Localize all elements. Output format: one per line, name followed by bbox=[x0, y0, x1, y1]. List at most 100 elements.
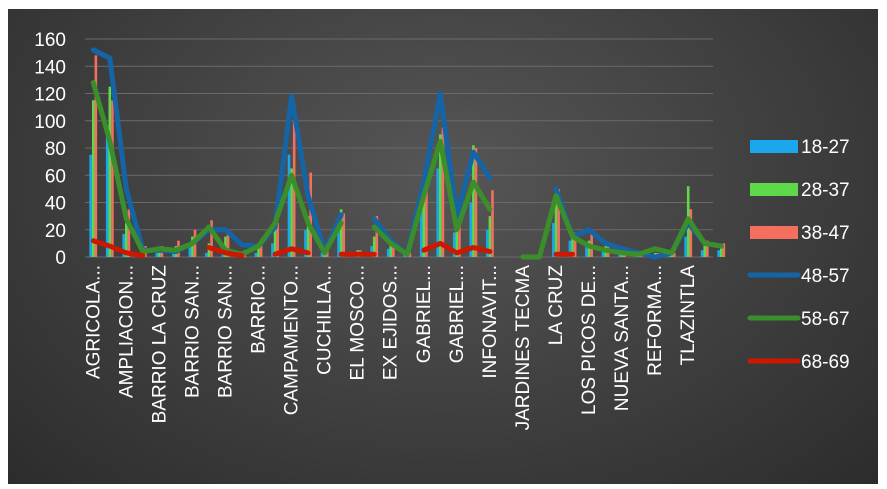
bar-18-27 bbox=[552, 222, 555, 257]
x-tick-label: LOS PICOS DE... bbox=[579, 265, 600, 415]
bar-38-47 bbox=[111, 100, 114, 257]
bar-38-47 bbox=[474, 148, 478, 257]
bar-18-27 bbox=[271, 243, 274, 257]
x-tick-label: TLAZINTLA bbox=[678, 265, 699, 366]
bar-18-27 bbox=[122, 233, 126, 257]
bar-38-47 bbox=[573, 232, 577, 257]
x-tick-label: GABRIEL... bbox=[447, 265, 468, 363]
bar-18-27 bbox=[568, 240, 572, 257]
bar-38-47 bbox=[557, 188, 560, 257]
gridlines bbox=[85, 38, 713, 258]
bar-18-27 bbox=[585, 243, 588, 257]
bar-38-47 bbox=[425, 182, 428, 257]
bar-18-27 bbox=[700, 250, 704, 257]
line-48-57 bbox=[90, 47, 344, 255]
bar-28-37 bbox=[273, 229, 277, 257]
bar-18-27 bbox=[337, 222, 340, 257]
bar-38-47 bbox=[127, 209, 131, 257]
bar-28-37 bbox=[158, 250, 161, 257]
y-tick-label: 80 bbox=[45, 139, 66, 160]
x-tick-label: REFORMA... bbox=[645, 265, 666, 376]
line-68-69 bbox=[206, 245, 245, 259]
bar-38-47 bbox=[458, 216, 461, 257]
y-tick-label: 120 bbox=[34, 85, 66, 106]
x-tick-label: BARRIO SAN... bbox=[182, 265, 203, 398]
bar-28-37 bbox=[207, 243, 211, 257]
bar-28-37 bbox=[108, 86, 112, 257]
bar-38-47 bbox=[441, 127, 445, 257]
legend-label: 18-27 bbox=[801, 137, 850, 158]
x-tick-label: NUEVA SANTA... bbox=[612, 265, 633, 411]
line-58-67 bbox=[520, 193, 724, 260]
x-tick-label: AGRICOLA... bbox=[83, 265, 104, 379]
bar-18-27 bbox=[171, 252, 175, 257]
bar-18-27 bbox=[89, 154, 92, 257]
legend-label: 28-37 bbox=[801, 180, 850, 201]
bar-18-27 bbox=[287, 154, 291, 257]
bar-28-37 bbox=[587, 240, 591, 257]
legend-swatch-18-27 bbox=[750, 140, 798, 153]
line-68-69 bbox=[272, 246, 311, 257]
line-68-69 bbox=[421, 240, 493, 256]
bar-18-27 bbox=[370, 246, 373, 257]
legend: 18-27 28-37 38-47 48-57 58-67 68-69 bbox=[747, 137, 850, 373]
bar-38-47 bbox=[309, 172, 313, 257]
bar-28-37 bbox=[125, 222, 128, 257]
y-tick-label: 100 bbox=[34, 112, 66, 133]
y-tick-label: 40 bbox=[45, 194, 66, 215]
bar-28-37 bbox=[339, 209, 343, 257]
x-tick-label: CAMPAMENTO... bbox=[282, 265, 303, 415]
bar-38-47 bbox=[375, 216, 379, 257]
y-tick-label: 140 bbox=[34, 57, 66, 78]
line-58-67 bbox=[371, 138, 493, 257]
bar-18-27 bbox=[403, 254, 406, 257]
bar-18-27 bbox=[105, 137, 109, 257]
bar-18-27 bbox=[485, 229, 489, 257]
y-axis-labels: 0 20 40 60 80 100 120 140 160 bbox=[34, 30, 66, 269]
bar-18-27 bbox=[419, 209, 423, 257]
bar-18-27 bbox=[469, 202, 473, 257]
bar-18-27 bbox=[684, 236, 687, 257]
lines bbox=[90, 47, 724, 260]
bar-18-27 bbox=[205, 252, 208, 257]
bar-18-27 bbox=[717, 250, 720, 257]
chart-svg: 0 20 40 60 80 100 120 140 160 AGRICOLA... AMPLIAC… bbox=[34, 30, 850, 430]
x-tick-label: EL MOSCO... bbox=[348, 265, 369, 380]
bar-28-37 bbox=[257, 246, 260, 257]
bar-38-47 bbox=[689, 209, 693, 257]
bars bbox=[89, 55, 726, 257]
y-tick-label: 60 bbox=[45, 166, 66, 187]
y-tick-label: 0 bbox=[55, 248, 66, 269]
bar-38-47 bbox=[210, 220, 213, 257]
x-tick-label: BARRIO LA CRUZ bbox=[149, 265, 170, 424]
bar-18-27 bbox=[155, 252, 159, 257]
bar-38-47 bbox=[491, 190, 494, 257]
bar-28-37 bbox=[488, 216, 492, 257]
y-tick-label: 160 bbox=[34, 30, 66, 51]
bar-38-47 bbox=[325, 250, 329, 257]
bar-18-27 bbox=[386, 248, 390, 257]
bar-38-47 bbox=[722, 243, 726, 257]
bar-28-37 bbox=[290, 168, 293, 257]
bar-38-47 bbox=[706, 240, 709, 257]
y-tick-label: 20 bbox=[45, 221, 66, 242]
x-tick-label: EX EJIDOS... bbox=[381, 265, 402, 380]
chart-area: 0 20 40 60 80 100 120 140 160 AGRICOLA... AMPLIAC… bbox=[8, 9, 878, 484]
legend-swatch-28-37 bbox=[750, 183, 798, 196]
bar-28-37 bbox=[191, 236, 194, 257]
bar-28-37 bbox=[372, 236, 376, 257]
bar-28-37 bbox=[455, 222, 459, 257]
line-68-69 bbox=[90, 238, 146, 259]
bar-18-27 bbox=[304, 229, 307, 257]
bar-28-37 bbox=[472, 145, 475, 257]
bar-28-37 bbox=[422, 195, 426, 257]
line-58-67 bbox=[90, 80, 344, 257]
legend-label: 48-57 bbox=[801, 266, 850, 287]
bar-18-27 bbox=[320, 252, 324, 257]
legend-swatch-38-47 bbox=[750, 226, 798, 239]
line-48-57 bbox=[553, 186, 724, 260]
bar-38-47 bbox=[342, 213, 346, 257]
bar-28-37 bbox=[389, 243, 393, 257]
bar-28-37 bbox=[703, 243, 707, 257]
legend-label: 58-67 bbox=[801, 309, 850, 330]
